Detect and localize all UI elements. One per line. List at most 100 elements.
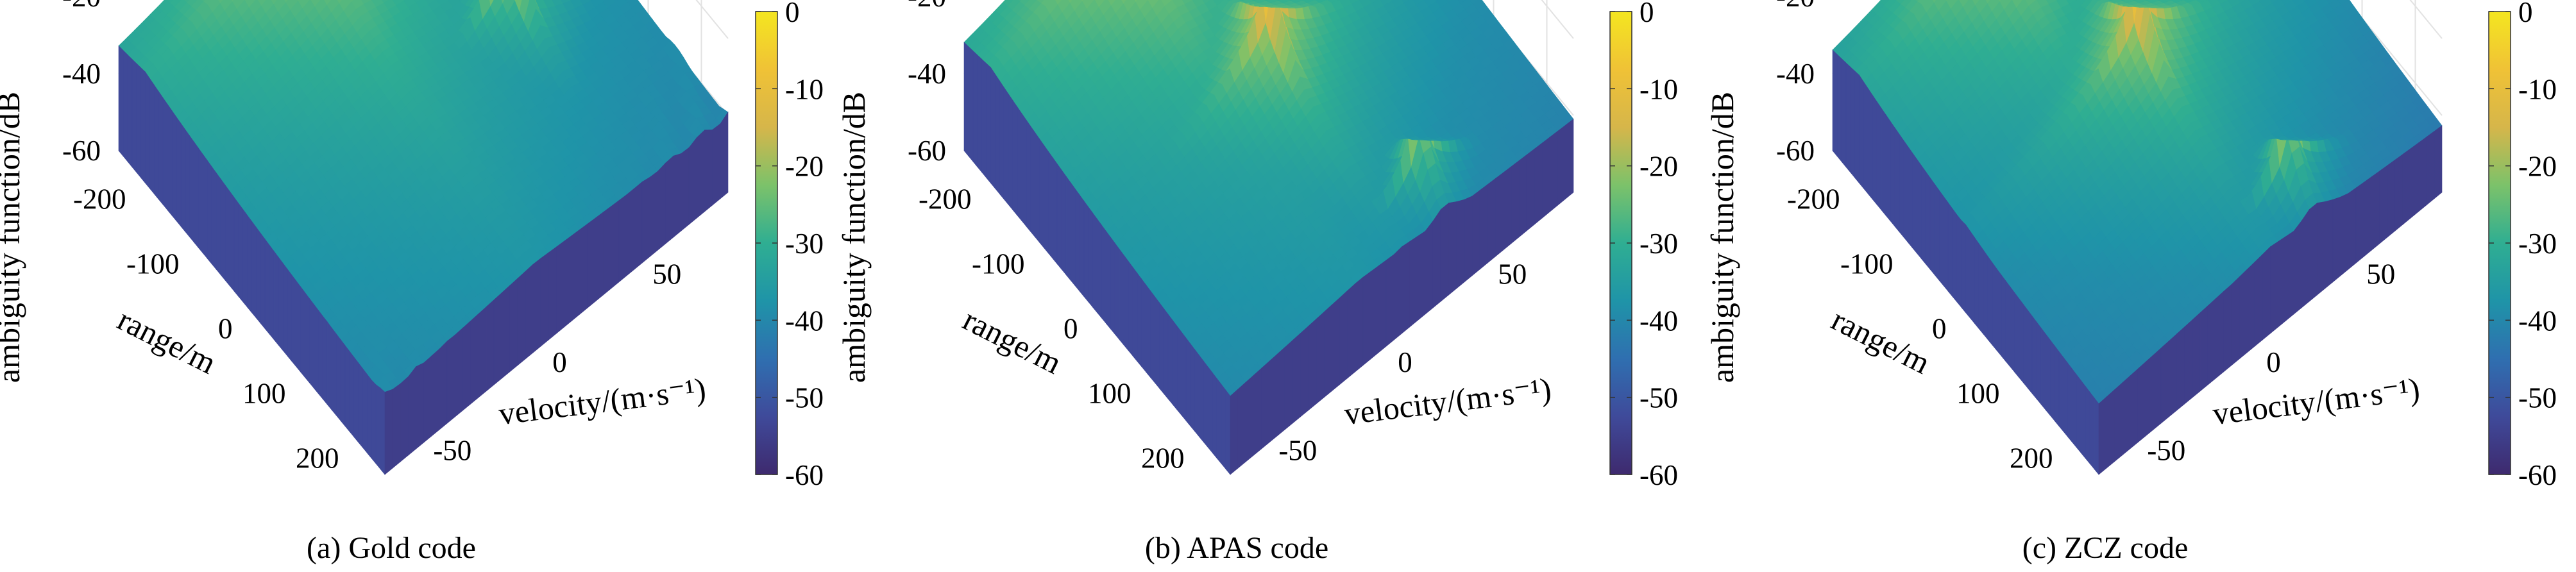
skirt-cell <box>233 196 239 298</box>
skirt-cell <box>247 214 252 314</box>
skirt-cell <box>273 250 279 346</box>
skirt-cell <box>300 286 305 378</box>
skirt-cell <box>446 334 455 424</box>
skirt-cell <box>309 298 314 389</box>
range-tick-label: -200 <box>73 183 126 215</box>
skirt-cell <box>548 246 557 341</box>
skirt-cell <box>375 384 381 470</box>
panel-caption: (a) Gold code <box>307 531 476 565</box>
skirt-cell <box>216 172 221 276</box>
skirt-cell <box>493 292 502 385</box>
skirt-cell <box>362 367 368 454</box>
skirt-cell <box>140 67 146 184</box>
skirt-cell <box>525 264 534 360</box>
skirt-cell <box>634 181 643 270</box>
skirt-cell <box>408 366 416 456</box>
skirt-cell <box>269 244 275 341</box>
skirt-cell <box>314 303 319 394</box>
skirt-cell <box>358 362 363 448</box>
colorbar-tick-label: -20 <box>785 151 824 183</box>
velocity-tick-label: -50 <box>433 435 471 467</box>
colorbar: 0 -10 -20 -30 -40 -50 -60 <box>755 0 824 491</box>
skirt-cell <box>626 188 635 276</box>
skirt-cell <box>145 71 150 189</box>
skirt-cell <box>618 194 627 283</box>
skirt-cell <box>595 212 604 302</box>
skirt-cell <box>423 355 432 443</box>
z-tick-label: -20 <box>62 0 101 13</box>
skirt-cell <box>335 333 341 421</box>
skirt-cell <box>384 389 393 475</box>
skirt-cell <box>291 274 296 367</box>
skirt-cell <box>572 229 580 321</box>
skirt-cell <box>353 356 359 443</box>
skirt-cell <box>455 327 463 417</box>
skirt-cell <box>392 383 401 469</box>
skirt-cell <box>641 176 650 264</box>
skirt-cell <box>154 84 159 200</box>
skirt-cell <box>556 240 564 334</box>
skirt-cell <box>296 280 301 373</box>
surface <box>118 0 729 392</box>
skirt-cell <box>194 141 199 249</box>
z-tick-label: -40 <box>62 58 101 90</box>
skirt-cell <box>149 78 155 195</box>
skirt-cell <box>462 320 471 411</box>
skirt-cell <box>470 313 479 405</box>
colorbar-tick-label: -50 <box>785 382 824 414</box>
velocity-axis-label: velocity/(m·s⁻¹) <box>496 371 708 432</box>
skirt-cell <box>439 341 448 430</box>
colorbar-tick-label: -60 <box>785 459 824 491</box>
skirt-cell <box>331 327 337 416</box>
range-axis-label: range/m <box>112 301 222 381</box>
skirt-cell <box>650 171 658 257</box>
colorbar-tick-label: -40 <box>785 305 824 337</box>
skirt-cell <box>326 321 332 410</box>
range-tick-label: 100 <box>242 378 286 410</box>
colorbar-tick-label: 0 <box>785 0 800 28</box>
skirt-cell <box>349 350 354 437</box>
skirt-cell <box>131 58 137 173</box>
skirt-cell <box>380 387 386 475</box>
skirt-cell <box>167 103 173 216</box>
skirt-cell <box>344 344 350 432</box>
skirt-cell <box>287 268 292 362</box>
skirt-cell <box>611 200 620 289</box>
skirt-cell <box>371 379 377 465</box>
skirt-cell <box>322 315 328 405</box>
skirt-cell <box>673 153 682 238</box>
range-tick-label: 200 <box>296 442 339 475</box>
skirt-cell <box>540 252 549 347</box>
skirt-cell <box>416 362 425 450</box>
skirt-cell <box>367 373 372 459</box>
range-tick-label: -100 <box>126 248 180 280</box>
colorbar-tick-label: -30 <box>785 228 824 260</box>
skirt-cell <box>603 206 611 296</box>
skirt-cell <box>264 239 270 335</box>
skirt-cell <box>697 130 705 219</box>
skirt-cell <box>207 160 212 265</box>
skirt-cell <box>229 190 235 292</box>
skirt-cell <box>242 208 248 308</box>
velocity-tick-label: 50 <box>652 258 681 290</box>
skirt-cell <box>123 49 128 162</box>
skirt-cell <box>185 129 190 238</box>
skirt-cell <box>340 339 346 427</box>
skirt-cell <box>180 122 186 233</box>
skirt-cell <box>220 178 226 281</box>
skirt-cell <box>238 203 243 303</box>
z-tick-label: -60 <box>62 135 101 167</box>
skirt-cell <box>189 135 194 243</box>
skirt-cell <box>136 63 141 178</box>
skirt-cell <box>162 97 168 211</box>
skirt-cell <box>225 184 230 287</box>
skirt-cell <box>688 137 697 225</box>
skirt-cell <box>712 123 721 206</box>
skirt-cell <box>564 235 573 328</box>
skirt-cell <box>720 111 729 199</box>
skirt-cell <box>681 147 690 231</box>
skirt-cell <box>486 299 495 392</box>
